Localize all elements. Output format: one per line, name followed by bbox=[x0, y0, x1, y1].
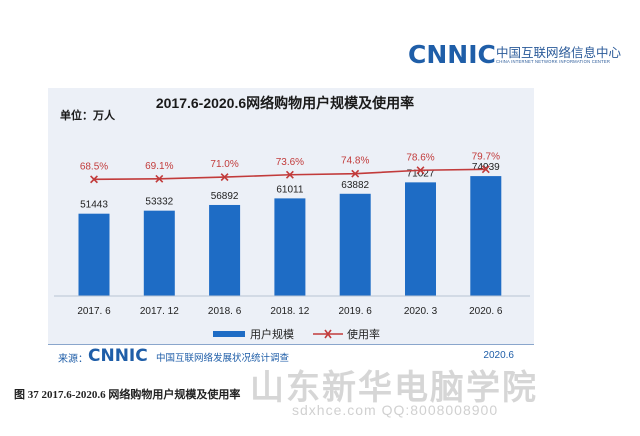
cnnic-logo-chinese: 中国互联网络信息中心 bbox=[496, 46, 622, 60]
x-tick-label: 2017. 6 bbox=[77, 306, 111, 317]
watermark-url: sdxhce.com QQ:8008008900 bbox=[292, 402, 499, 418]
chart-panel-divider bbox=[48, 344, 534, 345]
bar-value-label: 71027 bbox=[407, 168, 435, 179]
usage-rate-point bbox=[351, 169, 360, 178]
bar-value-label: 53332 bbox=[145, 197, 173, 208]
bar bbox=[470, 176, 502, 296]
usage-rate-label: 79.7% bbox=[472, 151, 500, 162]
bar-value-label: 74939 bbox=[472, 162, 500, 173]
x-tick-label: 2017. 12 bbox=[140, 306, 179, 317]
legend-bar-swatch bbox=[213, 331, 245, 337]
bar bbox=[405, 182, 436, 296]
usage-rate-label: 73.6% bbox=[276, 157, 304, 168]
bar bbox=[339, 193, 371, 296]
legend-line-marker bbox=[324, 329, 332, 339]
usage-rate-point bbox=[220, 173, 229, 182]
usage-rate-point bbox=[90, 175, 98, 184]
legend-bar-label: 用户规模 bbox=[250, 327, 294, 341]
unit-label: 单位：万人 bbox=[60, 108, 116, 122]
cnnic-logo-word: CNNIC bbox=[408, 40, 496, 69]
usage-rate-label: 74.8% bbox=[341, 156, 369, 167]
cnnic-logo-english: CHINA INTERNET NETWORK INFORMATION CENTE… bbox=[496, 59, 611, 64]
source-date: 2020.6 bbox=[483, 350, 514, 361]
bar bbox=[78, 213, 110, 296]
usage-rate-point bbox=[285, 170, 294, 179]
legend-line-label: 使用率 bbox=[347, 327, 380, 341]
chart-title: 2017.6-2020.6网络购物用户规模及使用率 bbox=[156, 95, 414, 111]
x-tick-label: 2019. 6 bbox=[339, 306, 373, 317]
bar-value-label: 61011 bbox=[276, 184, 304, 195]
x-tick-label: 2020. 3 bbox=[404, 306, 438, 317]
x-tick-label: 2018. 12 bbox=[270, 306, 309, 317]
cnnic-logo: CNNIC 中国互联网络信息中心 CHINA INTERNET NETWORK … bbox=[408, 40, 634, 70]
source-cnnic-logo: CNNIC bbox=[88, 346, 148, 366]
bar bbox=[143, 210, 175, 296]
bar-value-label: 51443 bbox=[80, 200, 108, 211]
figure-caption: 图 37 2017.6-2020.6 网络购物用户规模及使用率 bbox=[14, 389, 241, 401]
usage-rate-label: 71.0% bbox=[210, 159, 238, 170]
usage-rate-label: 69.1% bbox=[145, 161, 173, 172]
watermark-text: 山东新华电脑学院 bbox=[250, 369, 538, 407]
usage-rate-point bbox=[155, 174, 164, 183]
usage-rate-label: 78.6% bbox=[406, 152, 434, 163]
bar-value-label: 63882 bbox=[341, 180, 369, 191]
bar bbox=[274, 198, 306, 296]
usage-rate-point bbox=[481, 165, 490, 174]
usage-rate-label: 68.5% bbox=[80, 161, 108, 172]
usage-rate-point bbox=[416, 166, 425, 175]
bar bbox=[209, 204, 241, 296]
source-label: 来源： bbox=[58, 354, 88, 365]
bar-value-label: 56892 bbox=[211, 191, 239, 202]
x-tick-label: 2018. 6 bbox=[208, 306, 242, 317]
source-row: 来源： CNNIC 中国互联网络发展状况统计调查 2020.6 bbox=[58, 346, 534, 366]
x-tick-label: 2020. 6 bbox=[469, 306, 503, 317]
source-survey-name: 中国互联网络发展状况统计调查 bbox=[156, 353, 290, 364]
